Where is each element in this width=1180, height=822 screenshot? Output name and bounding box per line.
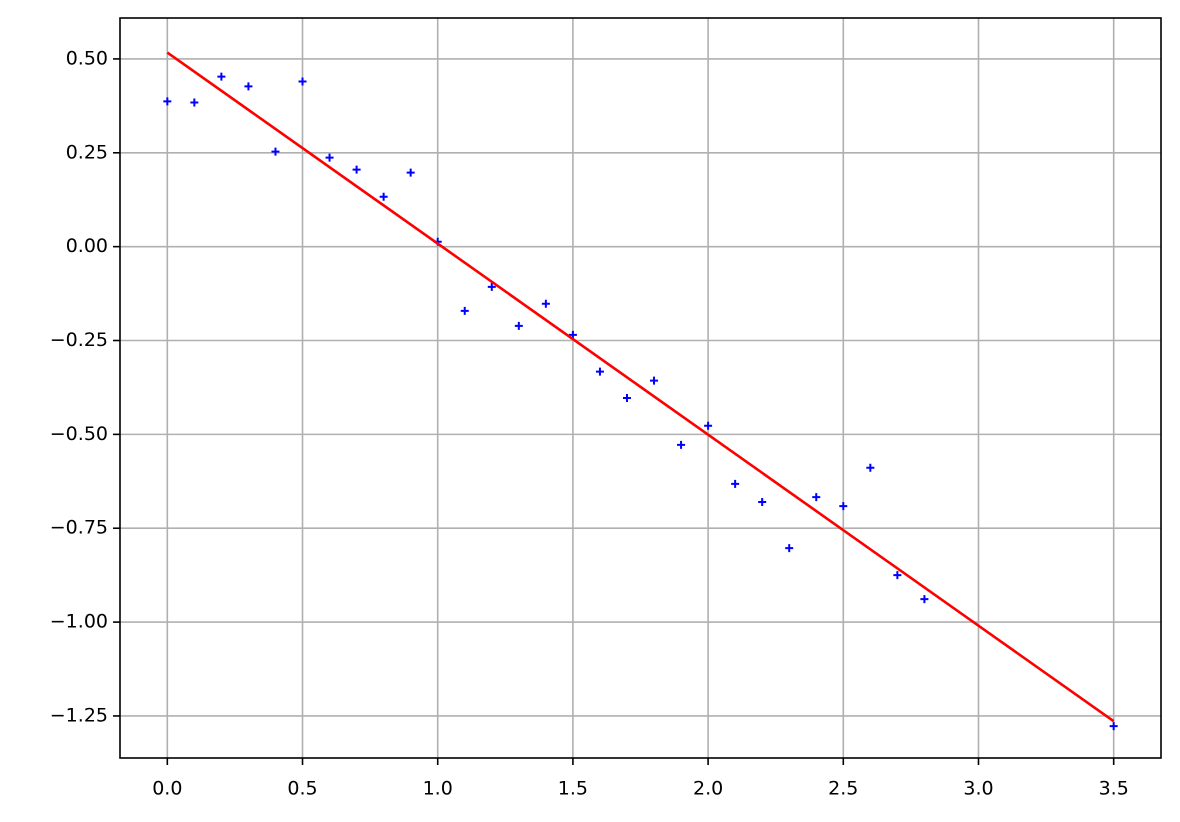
point	[650, 376, 659, 385]
point	[217, 72, 226, 81]
x-tick-label: 2.0	[693, 778, 723, 800]
point	[406, 168, 415, 177]
point	[785, 544, 794, 553]
y-tick-label: 0.00	[66, 235, 108, 257]
point	[1109, 722, 1118, 731]
y-tick-label: −1.25	[50, 704, 108, 726]
y-tick-label: −1.00	[50, 611, 108, 633]
x-tick-label: 0.5	[287, 778, 317, 800]
fit-line	[166, 51, 1115, 723]
x-tick-label: 3.0	[963, 778, 993, 800]
y-tick-label: 0.25	[66, 141, 108, 163]
point	[595, 367, 604, 376]
y-tick-label: 0.50	[66, 47, 108, 69]
x-tick-label: 1.5	[558, 778, 588, 800]
x-tick-label: 2.5	[828, 778, 858, 800]
point	[541, 299, 550, 308]
point	[866, 463, 875, 472]
point	[812, 493, 821, 502]
point	[244, 82, 253, 91]
x-tick-label: 3.5	[1099, 778, 1129, 800]
point	[487, 282, 496, 291]
point	[622, 393, 631, 402]
point	[920, 595, 929, 604]
y-tick-label: −0.75	[50, 517, 108, 539]
point	[758, 497, 767, 506]
point	[379, 192, 388, 201]
y-tick-label: −0.25	[50, 329, 108, 351]
x-tick-label: 0.0	[152, 778, 182, 800]
point	[677, 440, 686, 449]
point	[271, 147, 280, 156]
point	[352, 165, 361, 174]
point	[325, 153, 334, 162]
point	[704, 421, 713, 430]
point	[839, 502, 848, 511]
point	[190, 98, 199, 107]
y-tick-label: −0.50	[50, 423, 108, 445]
point	[893, 571, 902, 580]
point	[514, 321, 523, 330]
plot-frame	[119, 17, 1162, 759]
x-tick-label: 1.0	[423, 778, 453, 800]
point	[163, 97, 172, 106]
point	[298, 77, 307, 86]
point	[460, 306, 469, 315]
point	[731, 479, 740, 488]
